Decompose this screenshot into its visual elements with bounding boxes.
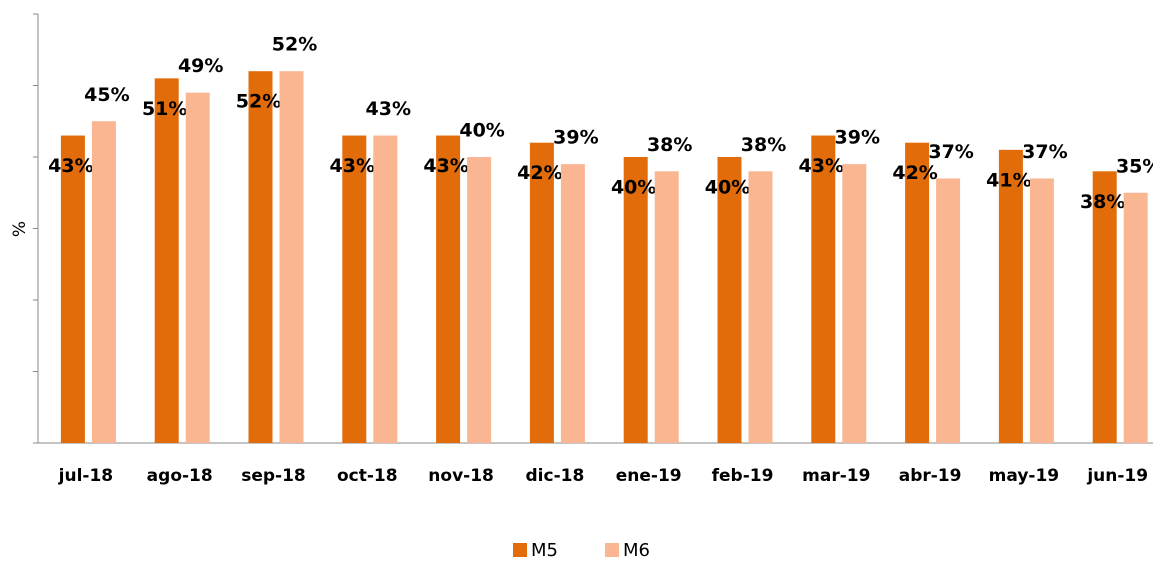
data-label: 51% bbox=[142, 98, 187, 120]
data-label: 41% bbox=[986, 169, 1031, 191]
data-label: 40% bbox=[705, 177, 750, 199]
bar bbox=[529, 142, 554, 443]
legend-swatch bbox=[605, 543, 619, 557]
bar bbox=[748, 171, 773, 444]
data-label: 37% bbox=[928, 141, 973, 163]
bar bbox=[717, 157, 742, 443]
data-label: 43% bbox=[423, 155, 468, 177]
x-tick-label: dic-18 bbox=[526, 466, 585, 486]
x-tick-label: may-19 bbox=[989, 466, 1059, 486]
bar bbox=[60, 135, 85, 444]
x-tick-label: oct-18 bbox=[337, 466, 398, 486]
legend-swatch bbox=[513, 543, 527, 557]
bar bbox=[91, 121, 116, 443]
data-label: 42% bbox=[517, 162, 562, 184]
bar bbox=[998, 149, 1023, 443]
bar bbox=[936, 178, 961, 443]
x-tick-label: sep-18 bbox=[241, 466, 306, 486]
bar bbox=[279, 71, 304, 443]
x-tick-label: jun-19 bbox=[1086, 466, 1148, 486]
data-label: 40% bbox=[459, 120, 504, 142]
bar bbox=[373, 135, 398, 444]
data-label: 52% bbox=[236, 91, 281, 113]
x-tick-label: jul-18 bbox=[58, 466, 113, 486]
bar bbox=[623, 157, 648, 443]
bar bbox=[811, 135, 836, 444]
x-tick-label: ene-19 bbox=[616, 466, 682, 486]
data-label: 38% bbox=[741, 134, 786, 156]
data-label: 43% bbox=[366, 98, 411, 120]
data-label: 43% bbox=[330, 155, 375, 177]
data-label: 39% bbox=[553, 127, 598, 149]
bar bbox=[248, 71, 273, 443]
data-label: 45% bbox=[84, 84, 129, 106]
bar bbox=[560, 164, 585, 443]
bar bbox=[905, 142, 930, 443]
data-label: 40% bbox=[611, 177, 656, 199]
bar bbox=[342, 135, 367, 444]
data-label: 38% bbox=[1080, 191, 1125, 213]
bar bbox=[1123, 192, 1148, 443]
bar bbox=[185, 92, 210, 444]
y-axis-label: % bbox=[10, 221, 30, 237]
x-tick-label: feb-19 bbox=[712, 466, 774, 486]
data-label: 35% bbox=[1116, 155, 1153, 177]
bar bbox=[1029, 178, 1054, 443]
x-tick-label: nov-18 bbox=[428, 466, 494, 486]
bar bbox=[467, 157, 492, 443]
x-tick-label: mar-19 bbox=[802, 466, 870, 486]
x-tick-label: ago-18 bbox=[147, 466, 213, 486]
data-label: 52% bbox=[272, 34, 317, 56]
data-label: 43% bbox=[799, 155, 844, 177]
data-label: 42% bbox=[892, 162, 937, 184]
bar bbox=[1092, 171, 1117, 444]
bar bbox=[654, 171, 679, 444]
bar bbox=[436, 135, 461, 444]
data-label: 49% bbox=[178, 55, 223, 77]
x-tick-label: abr-19 bbox=[899, 466, 962, 486]
data-label: 37% bbox=[1022, 141, 1067, 163]
data-label: 39% bbox=[835, 127, 880, 149]
bar bbox=[154, 78, 179, 443]
data-label: 43% bbox=[48, 155, 93, 177]
legend-label: M5 bbox=[531, 540, 558, 561]
legend-label: M6 bbox=[623, 540, 650, 561]
data-label: 38% bbox=[647, 134, 692, 156]
bar bbox=[842, 164, 867, 443]
